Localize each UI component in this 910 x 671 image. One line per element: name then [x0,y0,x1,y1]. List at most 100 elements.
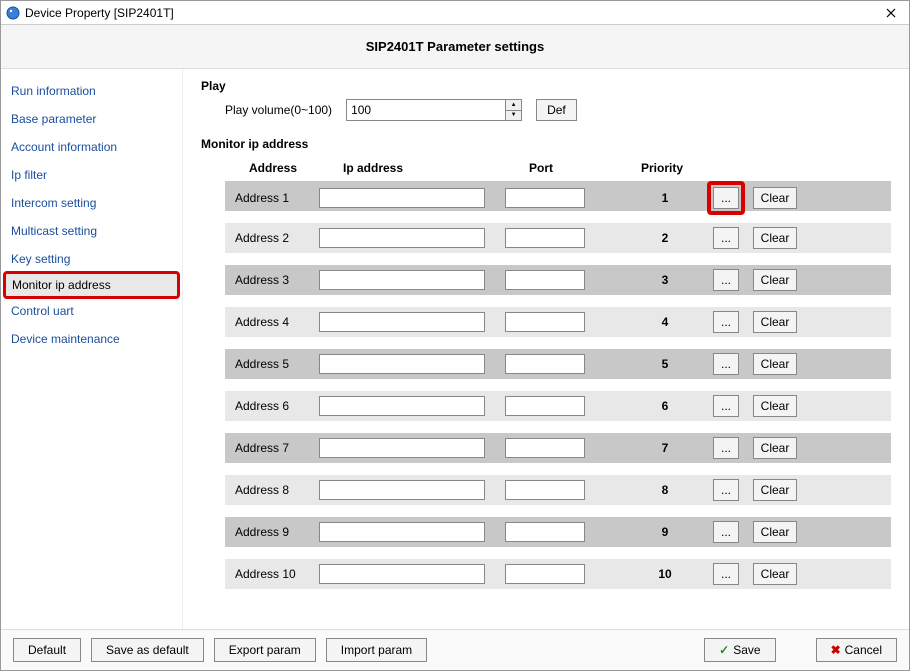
port-input[interactable] [505,564,585,584]
monitor-row: Address 1 1... Clear [225,181,891,211]
col-ip: Ip address [343,161,529,175]
sidebar-item-base-parameter[interactable]: Base parameter [1,105,182,133]
sidebar-item-device-maintenance[interactable]: Device maintenance [1,325,182,353]
ip-input[interactable] [319,396,485,416]
footer: Default Save as default Export param Imp… [1,629,909,670]
monitor-row: Address 5 5... Clear [225,349,891,379]
port-input[interactable] [505,228,585,248]
cancel-label: Cancel [845,643,882,657]
priority-label: 7 [617,441,713,455]
browse-button[interactable]: ... [713,187,739,209]
save-as-default-button[interactable]: Save as default [91,638,204,662]
monitor-row: Address 4 4... Clear [225,307,891,337]
browse-button[interactable]: ... [713,227,739,249]
port-input[interactable] [505,522,585,542]
clear-button[interactable]: Clear [753,479,797,501]
page-title: SIP2401T Parameter settings [366,39,544,54]
close-button[interactable] [877,3,905,23]
browse-button[interactable]: ... [713,521,739,543]
check-icon: ✓ [719,643,729,657]
priority-label: 4 [617,315,713,329]
ip-input[interactable] [319,228,485,248]
address-label: Address 6 [225,399,319,413]
clear-button[interactable]: Clear [753,269,797,291]
sidebar-item-monitor-ip-address[interactable]: Monitor ip address [3,271,180,299]
col-port: Port [529,161,641,175]
sidebar-item-ip-filter[interactable]: Ip filter [1,161,182,189]
default-button[interactable]: Default [13,638,81,662]
priority-label: 3 [617,273,713,287]
port-input[interactable] [505,188,585,208]
cancel-button[interactable]: ✖ Cancel [816,638,897,662]
clear-button[interactable]: Clear [753,227,797,249]
clear-button[interactable]: Clear [753,521,797,543]
play-volume-label: Play volume(0~100) [225,103,332,117]
sidebar-item-run-information[interactable]: Run information [1,77,182,105]
save-button[interactable]: ✓ Save [704,638,775,662]
port-input[interactable] [505,270,585,290]
clear-button[interactable]: Clear [753,395,797,417]
play-volume-row: Play volume(0~100) ▲ ▼ Def [225,99,891,121]
ip-input[interactable] [319,354,485,374]
address-label: Address 2 [225,231,319,245]
play-volume-spinner: ▲ ▼ [346,99,522,121]
col-address: Address [249,161,343,175]
priority-label: 1 [617,191,713,205]
sidebar-item-account-information[interactable]: Account information [1,133,182,161]
priority-label: 6 [617,399,713,413]
monitor-row: Address 99...Clear [225,517,891,547]
ip-input[interactable] [319,188,485,208]
import-param-button[interactable]: Import param [326,638,427,662]
sidebar-item-intercom-setting[interactable]: Intercom setting [1,189,182,217]
sidebar-item-control-uart[interactable]: Control uart [1,297,182,325]
address-label: Address 1 [225,191,319,205]
port-input[interactable] [505,312,585,332]
browse-button[interactable]: ... [713,269,739,291]
sidebar-item-multicast-setting[interactable]: Multicast setting [1,217,182,245]
ip-input[interactable] [319,438,485,458]
spinner-up-icon[interactable]: ▲ [506,100,521,111]
browse-button[interactable]: ... [713,353,739,375]
content: Play Play volume(0~100) ▲ ▼ Def Monitor … [183,69,909,629]
ip-input[interactable] [319,564,485,584]
clear-button[interactable]: Clear [753,311,797,333]
ip-input[interactable] [319,312,485,332]
monitor-row: Address 1010...Clear [225,559,891,589]
address-label: Address 4 [225,315,319,329]
port-input[interactable] [505,396,585,416]
address-label: Address 8 [225,483,319,497]
play-volume-input[interactable] [347,100,505,120]
port-input[interactable] [505,480,585,500]
monitor-section-title: Monitor ip address [201,137,891,151]
address-label: Address 10 [225,567,319,581]
clear-button[interactable]: Clear [753,353,797,375]
browse-button[interactable]: ... [713,479,739,501]
ip-input[interactable] [319,522,485,542]
monitor-row: Address 2 2... Clear [225,223,891,253]
sidebar-item-key-setting[interactable]: Key setting [1,245,182,273]
port-input[interactable] [505,438,585,458]
save-label: Save [733,643,760,657]
play-section-title: Play [201,79,891,93]
ip-input[interactable] [319,480,485,500]
browse-button[interactable]: ... [713,395,739,417]
monitor-row: Address 3 3... Clear [225,265,891,295]
browse-button[interactable]: ... [713,563,739,585]
ip-input[interactable] [319,270,485,290]
address-label: Address 5 [225,357,319,371]
browse-highlight: ... [707,181,745,215]
monitor-table: Address Ip address Port Priority Address… [201,157,891,589]
browse-button[interactable]: ... [713,311,739,333]
priority-label: 5 [617,357,713,371]
spinner-down-icon[interactable]: ▼ [506,111,521,121]
port-input[interactable] [505,354,585,374]
browse-button[interactable]: ... [713,437,739,459]
clear-button[interactable]: Clear [753,437,797,459]
address-label: Address 3 [225,273,319,287]
clear-button[interactable]: Clear [753,187,797,209]
def-button[interactable]: Def [536,99,577,121]
clear-button[interactable]: Clear [753,563,797,585]
priority-label: 2 [617,231,713,245]
sidebar: Run informationBase parameterAccount inf… [1,69,183,629]
export-param-button[interactable]: Export param [214,638,316,662]
